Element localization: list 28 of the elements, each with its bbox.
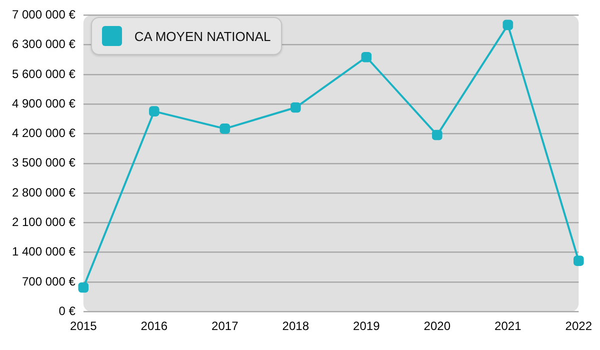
- y-tick-label: 6 300 000 €: [12, 37, 76, 52]
- point: [432, 130, 442, 140]
- y-tick-label: 4 200 000 €: [12, 126, 76, 140]
- point: [220, 124, 230, 134]
- x-tick-label: 2015: [70, 319, 98, 334]
- x-tick-label: 2020: [424, 319, 451, 334]
- point: [290, 102, 301, 113]
- point: [574, 256, 584, 266]
- point: [148, 106, 160, 116]
- y-tick-label: 2 800 000 €: [12, 185, 76, 200]
- y-tick-label: 7 000 000 €: [12, 8, 76, 22]
- x-tick-label: 2016: [140, 319, 168, 334]
- y-tick-label: 1 400 000 €: [12, 244, 76, 259]
- y-tick-label: 0 €: [58, 304, 76, 318]
- y-tick-label: 3 500 000 €: [12, 156, 76, 170]
- x-tick-label: 2017: [212, 319, 239, 334]
- x-tick-label: 2018: [282, 319, 310, 334]
- point: [361, 52, 372, 62]
- y-tick-label: 700 000 €: [22, 274, 76, 288]
- point: [78, 282, 89, 293]
- y-tick-label: 4 900 000 €: [12, 96, 76, 110]
- legend-label: CA MOYEN NATIONAL: [134, 28, 271, 44]
- x-tick-label: 2021: [494, 319, 522, 334]
- y-tick-label: 2 100 000 €: [12, 214, 76, 229]
- y-tick-label: 5 600 000 €: [12, 66, 76, 81]
- point: [502, 20, 514, 30]
- x-tick-label: 2022: [565, 319, 592, 334]
- x-tick-label: 2019: [353, 319, 380, 334]
